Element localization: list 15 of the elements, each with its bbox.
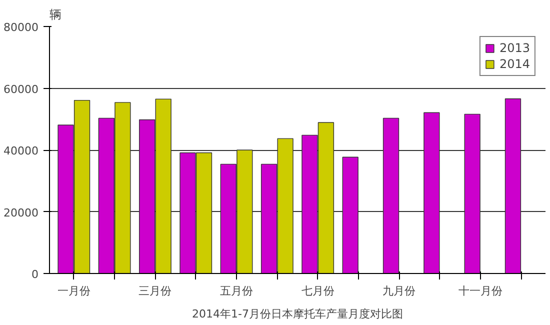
y-tick-label: 80000 xyxy=(4,21,39,34)
x-tick-label: 七月份 xyxy=(301,284,334,298)
x-tick-label: 一月份 xyxy=(57,284,90,298)
y-axis-title: 辆 xyxy=(50,8,62,22)
x-tick-label: 九月份 xyxy=(382,284,416,298)
legend-label: 2014 xyxy=(499,57,530,71)
text: 2014年1-7月份日本摩托车产量月度对比图 xyxy=(192,308,403,320)
x-tick-label: 五月份 xyxy=(220,284,254,298)
y-tick-label: 20000 xyxy=(4,206,39,220)
y-tick-label: 60000 xyxy=(4,82,39,96)
y-tick-label: 0 xyxy=(32,268,38,281)
x-tick-label: 十一月份 xyxy=(458,284,502,298)
x-tick-label: 三月份 xyxy=(138,284,172,298)
legend-label: 2013 xyxy=(499,41,530,55)
y-tick-label: 40000 xyxy=(4,144,39,158)
